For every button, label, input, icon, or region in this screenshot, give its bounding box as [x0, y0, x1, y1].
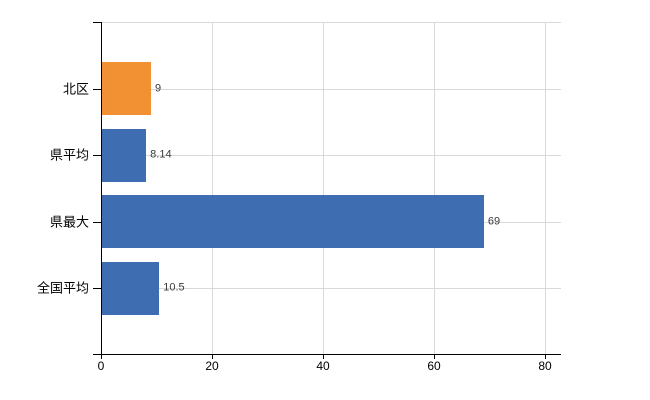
bar-value-label: 10.5 — [163, 281, 185, 294]
gridline-horizontal — [101, 155, 561, 156]
x-axis-line — [93, 354, 561, 355]
bar-value-label: 9 — [154, 82, 162, 94]
bar-全国平均 — [102, 261, 160, 315]
x-axis-tick — [545, 354, 546, 359]
bar-value-label: 69 — [487, 215, 501, 227]
bar-県最大 — [102, 195, 484, 248]
x-axis-tick — [323, 354, 324, 359]
y-axis-line — [101, 22, 102, 359]
gridline-vertical — [545, 22, 546, 354]
gridline-horizontal — [101, 22, 561, 23]
x-axis-tick-label: 80 — [538, 359, 552, 373]
gridline-horizontal — [101, 88, 561, 90]
y-axis-tick — [93, 22, 101, 23]
y-axis-category-label: 全国平均 — [36, 280, 89, 296]
x-axis-tick-label: 40 — [316, 359, 330, 373]
bar-北区 — [102, 62, 151, 115]
x-axis-tick-label: 0 — [97, 359, 105, 373]
y-axis-tick — [93, 288, 101, 289]
y-axis-tick — [93, 221, 101, 223]
bar-value-label: 8.14 — [150, 148, 172, 161]
x-axis-tick-label: 20 — [205, 359, 219, 373]
bar-県平均 — [102, 128, 147, 182]
y-axis-category-label: 県平均 — [49, 147, 89, 163]
x-axis-tick — [212, 354, 213, 359]
gridline-vertical — [323, 22, 324, 354]
y-axis-category-label: 県最大 — [49, 214, 89, 229]
gridline-horizontal — [101, 288, 561, 289]
y-axis-category-label: 北区 — [62, 81, 89, 96]
x-axis-tick — [434, 354, 435, 359]
y-axis-tick — [93, 155, 101, 156]
gridline-vertical — [212, 22, 213, 354]
x-axis-tick-label: 60 — [427, 359, 441, 373]
y-axis-tick — [93, 88, 101, 90]
gridline-vertical — [434, 22, 435, 354]
